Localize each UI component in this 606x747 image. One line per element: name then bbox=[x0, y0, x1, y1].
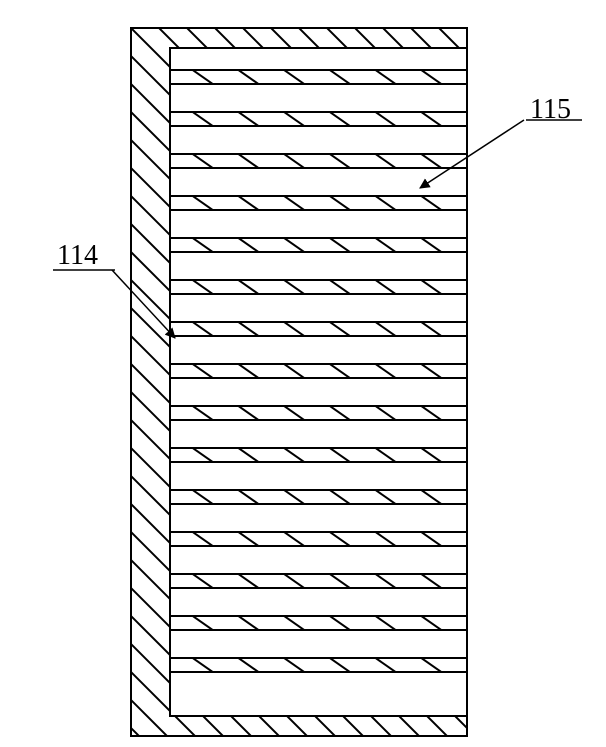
diagram-svg: 115 114 bbox=[0, 0, 606, 747]
leader-line bbox=[112, 270, 175, 338]
fin-plate bbox=[150, 320, 487, 747]
fins-group bbox=[150, 0, 487, 747]
fin-plate bbox=[150, 278, 487, 747]
fin-plate bbox=[150, 0, 487, 350]
fin-plate bbox=[150, 0, 487, 476]
fin-plate bbox=[150, 236, 487, 728]
fin-plate bbox=[150, 194, 487, 686]
fin-plate bbox=[150, 152, 487, 644]
callout-label: 115 bbox=[530, 94, 571, 125]
fin-plate bbox=[150, 404, 487, 747]
callout-label: 114 bbox=[57, 240, 98, 271]
callout-114: 114 bbox=[53, 240, 175, 338]
fin-plate bbox=[150, 110, 487, 602]
fin-plate bbox=[150, 26, 487, 518]
callout-115: 115 bbox=[420, 94, 582, 188]
figure-root: 115 114 bbox=[0, 0, 606, 747]
fin-plate bbox=[150, 68, 487, 560]
